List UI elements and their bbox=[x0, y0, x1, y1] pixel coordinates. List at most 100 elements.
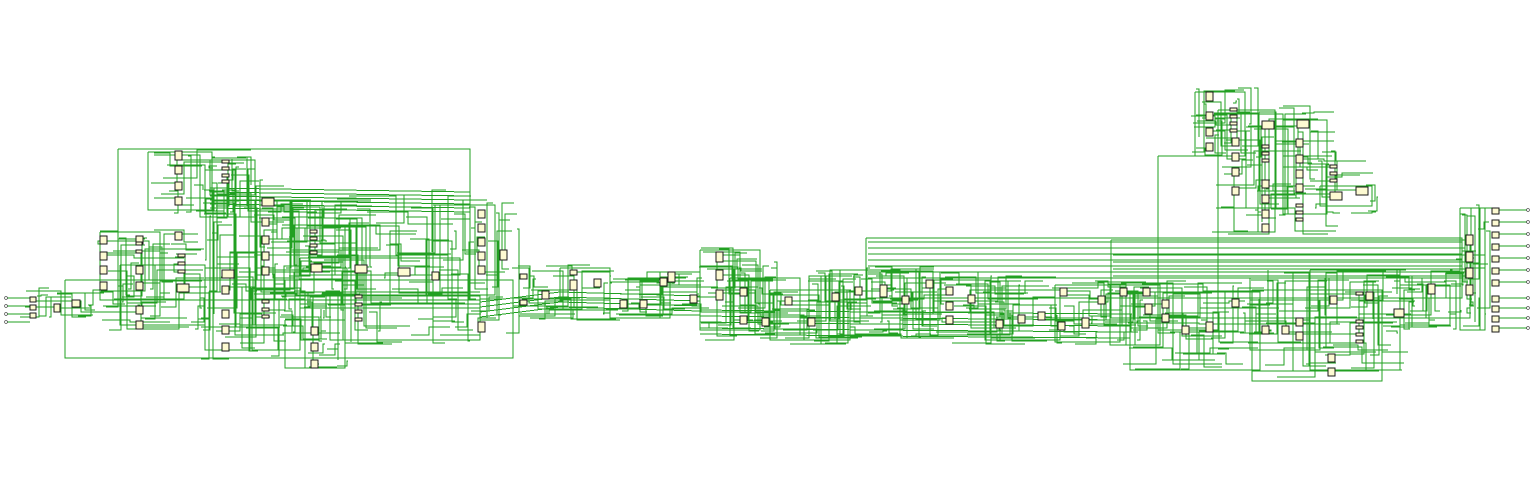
wire-274 bbox=[431, 189, 446, 252]
wire-233 bbox=[282, 205, 372, 218]
wire-54 bbox=[209, 199, 471, 205]
logic-cell-153 bbox=[1329, 191, 1343, 201]
logic-cell-99 bbox=[1119, 287, 1128, 297]
wire-68 bbox=[699, 321, 1131, 327]
logic-cell-6 bbox=[99, 251, 108, 261]
logic-cell-17 bbox=[174, 196, 183, 206]
wire-111 bbox=[191, 297, 205, 323]
wire-71 bbox=[20, 287, 49, 318]
wire-88 bbox=[109, 244, 145, 331]
wire-247 bbox=[280, 292, 327, 307]
wire-721 bbox=[1448, 310, 1462, 313]
wire-234 bbox=[254, 214, 292, 221]
wire-539 bbox=[1046, 309, 1122, 319]
wire-577 bbox=[1129, 306, 1145, 346]
wire-561 bbox=[1120, 291, 1191, 307]
logic-cell-68 bbox=[569, 279, 578, 291]
logic-cell-94 bbox=[1037, 311, 1046, 321]
logic-cell-8 bbox=[99, 281, 108, 291]
logic-cell-167 bbox=[1491, 305, 1500, 313]
wire-119 bbox=[119, 237, 130, 296]
wire-660 bbox=[1301, 156, 1329, 165]
wire-695 bbox=[1350, 280, 1379, 355]
wire-530 bbox=[1064, 301, 1107, 333]
wire-158 bbox=[201, 291, 221, 360]
wire-705 bbox=[1333, 344, 1388, 351]
wire-645 bbox=[1216, 140, 1334, 209]
wire-434 bbox=[848, 289, 854, 292]
logic-cell-32 bbox=[261, 251, 270, 261]
wire-109 bbox=[122, 283, 133, 303]
wire-372 bbox=[631, 280, 659, 304]
logic-cell-70 bbox=[619, 299, 628, 309]
logic-cell-85 bbox=[879, 284, 888, 298]
io-port-10 bbox=[1526, 280, 1530, 284]
logic-cell-150 bbox=[1329, 164, 1338, 169]
wire-282 bbox=[386, 244, 430, 267]
cell-layer bbox=[29, 91, 1500, 377]
wire-127 bbox=[186, 155, 192, 213]
wire-251 bbox=[325, 290, 340, 318]
wire-345 bbox=[546, 287, 600, 308]
wire-227 bbox=[268, 203, 303, 213]
wire-317 bbox=[466, 236, 485, 253]
wire-691 bbox=[1277, 316, 1357, 378]
wire-689 bbox=[1251, 279, 1301, 343]
wire-276 bbox=[376, 194, 413, 224]
wire-444 bbox=[790, 305, 871, 345]
io-port-0 bbox=[4, 296, 8, 300]
wire-511 bbox=[944, 284, 1001, 329]
logic-cell-135 bbox=[1231, 186, 1240, 196]
wire-654 bbox=[1318, 160, 1334, 198]
logic-cell-57 bbox=[477, 209, 486, 219]
wire-460 bbox=[889, 307, 904, 331]
wire-411 bbox=[742, 264, 760, 305]
wire-432 bbox=[820, 269, 853, 306]
wire-196 bbox=[213, 221, 222, 314]
wire-303 bbox=[378, 301, 382, 332]
wire-549 bbox=[1165, 312, 1258, 343]
logic-cell-101 bbox=[1144, 303, 1153, 315]
logic-cell-56 bbox=[354, 317, 363, 322]
wire-331 bbox=[440, 298, 504, 336]
wire-441 bbox=[761, 316, 831, 319]
wire-531 bbox=[1128, 292, 1136, 307]
logic-cell-42 bbox=[309, 229, 318, 234]
logic-cell-115 bbox=[1355, 325, 1364, 330]
wire-474 bbox=[881, 275, 942, 315]
wire-292 bbox=[334, 303, 392, 345]
logic-cell-38 bbox=[221, 342, 230, 352]
wire-709 bbox=[1410, 284, 1428, 312]
wire-336 bbox=[513, 305, 575, 315]
logic-cell-63 bbox=[477, 321, 486, 333]
logic-cell-59 bbox=[477, 237, 486, 247]
wire-520 bbox=[1069, 325, 1086, 335]
logic-cell-108 bbox=[1281, 325, 1290, 335]
logic-cell-34 bbox=[221, 269, 235, 279]
logic-cell-124 bbox=[1205, 127, 1214, 137]
wire-97 bbox=[106, 285, 123, 308]
wire-442 bbox=[832, 291, 856, 320]
logic-cell-126 bbox=[1229, 107, 1238, 112]
logic-cell-77 bbox=[715, 289, 724, 301]
wire-299 bbox=[348, 279, 376, 296]
logic-cell-75 bbox=[715, 251, 724, 263]
logic-cell-58 bbox=[477, 223, 486, 233]
wire-333 bbox=[531, 289, 620, 321]
logic-cell-46 bbox=[310, 263, 323, 273]
logic-cell-52 bbox=[310, 359, 319, 369]
wire-390 bbox=[710, 280, 773, 313]
wire-629 bbox=[1298, 131, 1328, 235]
wire-399 bbox=[705, 322, 728, 329]
wire-473 bbox=[903, 270, 921, 338]
wire-249 bbox=[285, 318, 319, 341]
logic-cell-87 bbox=[925, 279, 934, 289]
wire-316 bbox=[474, 221, 488, 290]
logic-cell-91 bbox=[967, 294, 976, 304]
wire-467 bbox=[861, 268, 934, 292]
wire-605 bbox=[1197, 120, 1237, 126]
logic-cell-84 bbox=[854, 286, 863, 296]
wire-177 bbox=[244, 207, 261, 281]
logic-cell-81 bbox=[784, 296, 793, 306]
wire-598 bbox=[1214, 134, 1226, 154]
